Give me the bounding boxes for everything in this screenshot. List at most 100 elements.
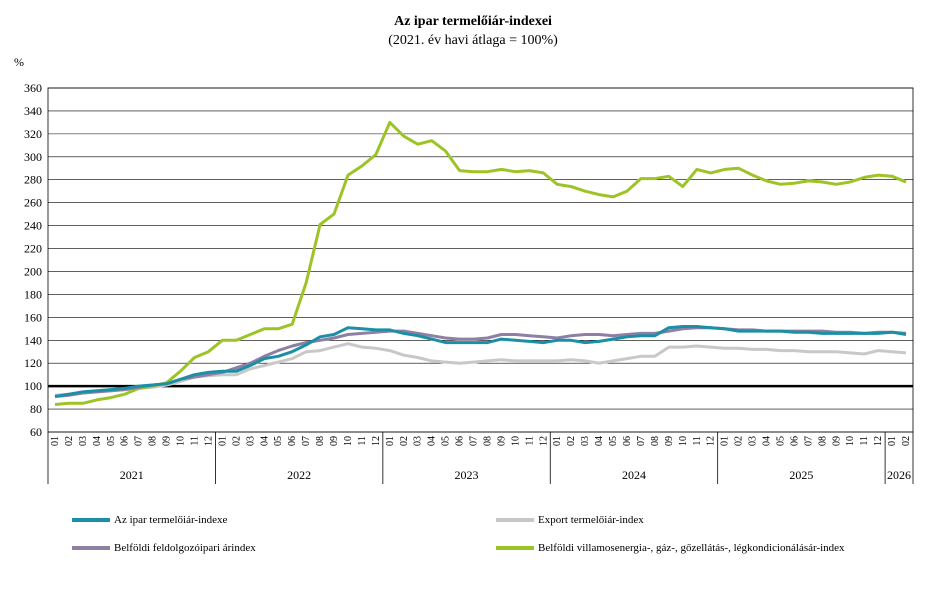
gridlines xyxy=(47,87,914,433)
x-tick-label: 03 xyxy=(245,436,256,446)
x-tick-label: 08 xyxy=(817,436,828,446)
x-tick-label: 10 xyxy=(845,436,856,446)
y-tick-label: 360 xyxy=(24,81,42,95)
x-tick-label: 07 xyxy=(469,436,480,446)
x-tick-label: 05 xyxy=(441,436,452,446)
y-tick-label: 180 xyxy=(24,287,42,301)
legend-swatch xyxy=(496,546,534,550)
x-tick-label: 01 xyxy=(720,436,731,446)
y-tick-label: 300 xyxy=(24,150,42,164)
legend-item: Belföldi villamosenergia-, gáz-, gőzellá… xyxy=(496,542,845,554)
x-tick-label: 12 xyxy=(538,436,549,446)
x-tick-label: 12 xyxy=(706,436,717,446)
x-tick-label: 07 xyxy=(803,436,814,446)
x-tick-label: 10 xyxy=(176,436,187,446)
y-tick-label: 260 xyxy=(24,196,42,210)
legend-label: Belföldi feldolgozóipari árindex xyxy=(114,542,256,554)
y-tick-label: 60 xyxy=(30,425,42,439)
x-tick-label: 01 xyxy=(887,436,898,446)
x-tick-label: 10 xyxy=(510,436,521,446)
x-tick-label: 09 xyxy=(664,436,675,446)
x-tick-label: 06 xyxy=(120,436,131,446)
chart-title: Az ipar termelőiár-indexei xyxy=(394,14,552,29)
y-tick-label: 280 xyxy=(24,173,42,187)
series-line-0 xyxy=(54,325,907,398)
year-label: 2023 xyxy=(455,468,479,482)
year-label: 2022 xyxy=(287,468,311,482)
x-tick-label: 03 xyxy=(748,436,759,446)
x-tick-label: 12 xyxy=(203,436,214,446)
x-tick-label: 02 xyxy=(734,436,745,446)
y-tick-label: 200 xyxy=(24,264,42,278)
x-tick-label: 02 xyxy=(399,436,410,446)
x-tick-label: 02 xyxy=(566,436,577,446)
legend-swatch xyxy=(72,518,110,522)
year-label: 2026 xyxy=(887,468,911,482)
x-tick-label: 05 xyxy=(775,436,786,446)
x-tick-label: 01 xyxy=(552,436,563,446)
plot-border xyxy=(47,87,914,433)
x-tick-label: 06 xyxy=(455,436,466,446)
x-tick-label: 11 xyxy=(524,436,535,446)
x-tick-label: 08 xyxy=(315,436,326,446)
series-line-3 xyxy=(54,120,907,406)
x-tick-label: 07 xyxy=(301,436,312,446)
x-tick-label: 08 xyxy=(650,436,661,446)
y-tick-label: 100 xyxy=(24,379,42,393)
legend-label: Export termelőiár-index xyxy=(538,514,644,526)
x-tick-label: 09 xyxy=(496,436,507,446)
x-tick-label: 05 xyxy=(106,436,117,446)
x-tick-label: 04 xyxy=(92,436,103,446)
y-tick-label: 80 xyxy=(30,402,42,416)
year-label: 2021 xyxy=(120,468,144,482)
x-tick-label: 04 xyxy=(427,436,438,446)
chart-subtitle: (2021. év havi átlaga = 100%) xyxy=(388,33,558,48)
legend-swatch xyxy=(72,546,110,550)
x-tick-label: 05 xyxy=(608,436,619,446)
x-tick-label: 10 xyxy=(678,436,689,446)
y-tick-label: 320 xyxy=(24,127,42,141)
series-lines xyxy=(54,120,907,406)
x-tick-label: 07 xyxy=(636,436,647,446)
y-tick-label: 140 xyxy=(24,333,42,347)
y-tick-label: 340 xyxy=(24,104,42,118)
x-tick-label: 07 xyxy=(134,436,145,446)
x-tick-label: 01 xyxy=(50,436,61,446)
year-label: 2025 xyxy=(789,468,813,482)
x-tick-label: 11 xyxy=(189,436,200,446)
x-tick-label: 04 xyxy=(762,436,773,446)
x-tick-label: 06 xyxy=(287,436,298,446)
y-tick-label: 160 xyxy=(24,310,42,324)
y-axis-ticks: 60 80 100 120 140 160 180 200 220 240 260 280 300 320… xyxy=(24,81,42,439)
x-tick-label: 09 xyxy=(162,436,173,446)
y-axis-label: % xyxy=(14,55,24,69)
x-tick-label: 01 xyxy=(385,436,396,446)
x-tick-label: 10 xyxy=(343,436,354,446)
legend-label: Az ipar termelőiár-indexe xyxy=(114,514,228,526)
legend-swatch xyxy=(496,518,534,522)
x-tick-label: 03 xyxy=(78,436,89,446)
legend-item: Az ipar termelőiár-indexe xyxy=(72,514,227,526)
legend-item: Export termelőiár-index xyxy=(496,514,644,526)
x-tick-label: 06 xyxy=(789,436,800,446)
x-tick-label: 08 xyxy=(482,436,493,446)
x-tick-label: 09 xyxy=(329,436,340,446)
x-tick-label: 12 xyxy=(873,436,884,446)
x-tick-label: 01 xyxy=(217,436,228,446)
x-tick-label: 08 xyxy=(148,436,159,446)
x-tick-label: 09 xyxy=(831,436,842,446)
y-tick-label: 120 xyxy=(24,356,42,370)
x-tick-label: 11 xyxy=(692,436,703,446)
legend-label: Belföldi villamosenergia-, gáz-, gőzellá… xyxy=(538,542,845,554)
x-tick-label: 02 xyxy=(231,436,242,446)
x-tick-label: 04 xyxy=(259,436,270,446)
x-tick-label: 06 xyxy=(622,436,633,446)
legend-item: Belföldi feldolgozóipari árindex xyxy=(72,542,256,554)
y-tick-label: 220 xyxy=(24,242,42,256)
x-tick-label: 02 xyxy=(901,436,912,446)
x-tick-label: 11 xyxy=(357,436,368,446)
x-tick-label: 11 xyxy=(859,436,870,446)
x-axis: 01 02 03 04 05 06 07 08 09 10 11 12 01 02 03 04 05 06 07 08… xyxy=(47,432,914,484)
x-tick-label: 04 xyxy=(594,436,605,446)
